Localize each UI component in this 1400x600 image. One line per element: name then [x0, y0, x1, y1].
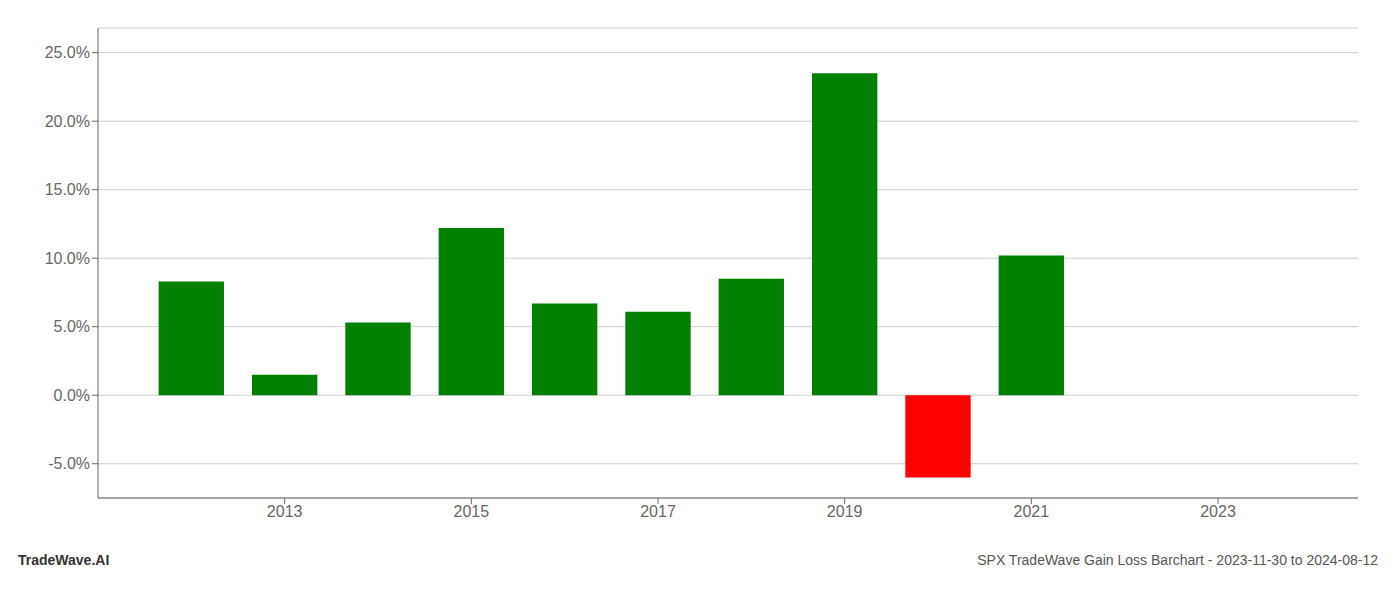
svg-text:20.0%: 20.0%: [45, 113, 90, 130]
svg-text:0.0%: 0.0%: [54, 387, 90, 404]
svg-text:2023: 2023: [1200, 503, 1236, 520]
svg-text:25.0%: 25.0%: [45, 44, 90, 61]
svg-text:2021: 2021: [1014, 503, 1050, 520]
html-text:SPX TradeWave Gain Loss Barcha: SPX TradeWave Gain Loss Barchart - 2023-…: [977, 552, 1378, 568]
svg-text:2015: 2015: [454, 503, 490, 520]
svg-text:5.0%: 5.0%: [54, 318, 90, 335]
svg-text:2013: 2013: [267, 503, 303, 520]
html-text:TradeWave.AI: TradeWave.AI: [18, 552, 110, 568]
svg-text:2017: 2017: [640, 503, 676, 520]
svg-text:10.0%: 10.0%: [45, 250, 90, 267]
svg-text:-5.0%: -5.0%: [48, 455, 90, 472]
svg-text:2019: 2019: [827, 503, 863, 520]
svg-text:15.0%: 15.0%: [45, 181, 90, 198]
